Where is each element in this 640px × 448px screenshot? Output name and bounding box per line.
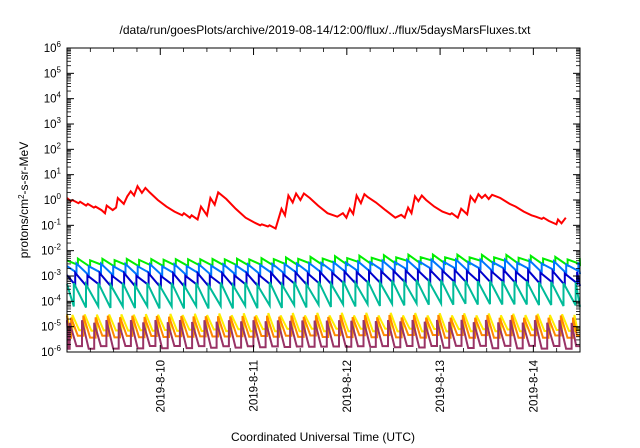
x-tick-label: 2019-8-14 <box>528 359 540 412</box>
y-tick-label: 101 <box>44 167 62 182</box>
y-tick-label: 10-1 <box>41 217 61 232</box>
y-tick-label: 10-4 <box>41 293 61 308</box>
y-tick-label: 10-2 <box>41 243 61 258</box>
y-tick-label: 104 <box>44 91 62 106</box>
y-tick-label: 100 <box>44 192 62 207</box>
x-tick-label: 2019-8-13 <box>435 360 447 412</box>
series-line <box>66 319 580 350</box>
x-tick-label: 2019-8-12 <box>342 360 354 412</box>
series-layer <box>66 183 581 350</box>
x-axis-label: Coordinated Universal Time (UTC) <box>231 430 415 444</box>
x-tick-label: 2019-8-10 <box>155 360 167 412</box>
y-tick-label: 103 <box>44 116 62 131</box>
y-tick-label: 10-3 <box>41 268 61 283</box>
y-tick-label: 105 <box>44 65 62 80</box>
x-axis: 2019-8-10 2019-8-11 2019-8-12 2019-8-13 2019… <box>66 48 581 412</box>
y-axis-label: protons/cm2-s-sr-MeV <box>17 142 32 258</box>
y-tick-label: 10-5 <box>41 319 61 334</box>
series-line <box>66 277 581 311</box>
y-axis: 10-6 10-5 10-4 10-3 10-2 10-1 100 101 102 103 104 1… <box>41 40 580 359</box>
y-tick-label: 102 <box>44 141 62 156</box>
series-line <box>66 183 567 230</box>
chart-title: /data/run/goesPlots/archive/2019-08-14/1… <box>120 23 532 37</box>
series-line <box>66 267 581 291</box>
x-tick-label: 2019-8-11 <box>249 360 261 412</box>
y-tick-label: 10-6 <box>41 344 61 359</box>
y-tick-label: 106 <box>44 40 62 55</box>
